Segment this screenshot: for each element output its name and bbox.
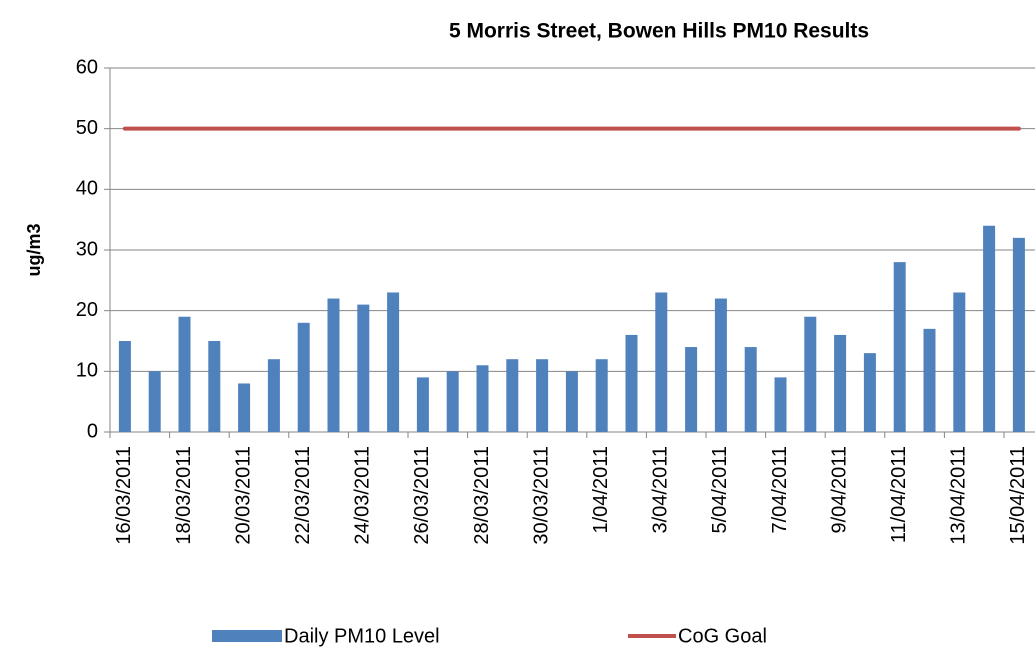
bar (834, 334, 847, 432)
x-tick-label: 1/04/2011 (590, 446, 612, 534)
y-tick-label: 60 (76, 56, 98, 78)
bar (774, 377, 787, 432)
legend-label: Daily PM10 Level (284, 625, 440, 647)
chart-title: 5 Morris Street, Bowen Hills PM10 Result… (449, 20, 869, 43)
bar (357, 304, 370, 432)
bar (923, 328, 936, 432)
bar (178, 316, 191, 432)
bar (893, 262, 906, 432)
bar (655, 292, 668, 432)
x-tick-label: 24/03/2011 (352, 446, 374, 545)
x-tick-label: 15/04/2011 (1007, 446, 1029, 545)
x-tick-label: 16/03/2011 (113, 446, 135, 545)
y-tick-label: 50 (76, 117, 98, 139)
x-tick-label: 20/03/2011 (232, 446, 254, 545)
bar (1012, 237, 1025, 432)
y-tick-label: 30 (76, 238, 98, 260)
legend-label: CoG Goal (678, 625, 767, 647)
y-tick-label: 20 (76, 299, 98, 321)
bar (863, 353, 876, 432)
bar (983, 225, 996, 432)
x-tick-label: 26/03/2011 (411, 446, 433, 545)
bar (804, 316, 817, 432)
bar (148, 371, 161, 432)
bar (416, 377, 429, 432)
x-tick-label: 3/04/2011 (650, 446, 672, 534)
bar (506, 359, 519, 432)
bar (267, 359, 280, 432)
bar (595, 359, 608, 432)
bar (744, 347, 757, 432)
x-tick-label: 7/04/2011 (769, 446, 791, 534)
x-tick-label: 5/04/2011 (709, 446, 731, 534)
bar (327, 298, 340, 432)
bar (536, 359, 549, 432)
bar (238, 383, 251, 432)
bar (476, 365, 489, 432)
y-tick-label: 10 (76, 360, 98, 382)
bar (625, 334, 638, 432)
y-axis-label: ug/m3 (24, 223, 44, 276)
x-tick-label: 22/03/2011 (292, 446, 314, 545)
bar (297, 322, 310, 432)
x-tick-label: 30/03/2011 (530, 446, 552, 545)
bar (208, 341, 221, 432)
y-tick-label: 40 (76, 178, 98, 200)
bar (685, 347, 698, 432)
bar (446, 371, 459, 432)
x-tick-label: 9/04/2011 (828, 446, 850, 534)
bar (118, 341, 131, 432)
x-tick-label: 28/03/2011 (471, 446, 493, 545)
bar (387, 292, 400, 432)
bar (714, 298, 727, 432)
x-tick-label: 13/04/2011 (948, 446, 970, 545)
y-tick-label: 0 (87, 420, 98, 442)
x-tick-label: 11/04/2011 (888, 446, 910, 543)
x-tick-label: 18/03/2011 (173, 446, 195, 545)
bar (953, 292, 966, 432)
legend-swatch (212, 630, 282, 642)
bar (565, 371, 578, 432)
